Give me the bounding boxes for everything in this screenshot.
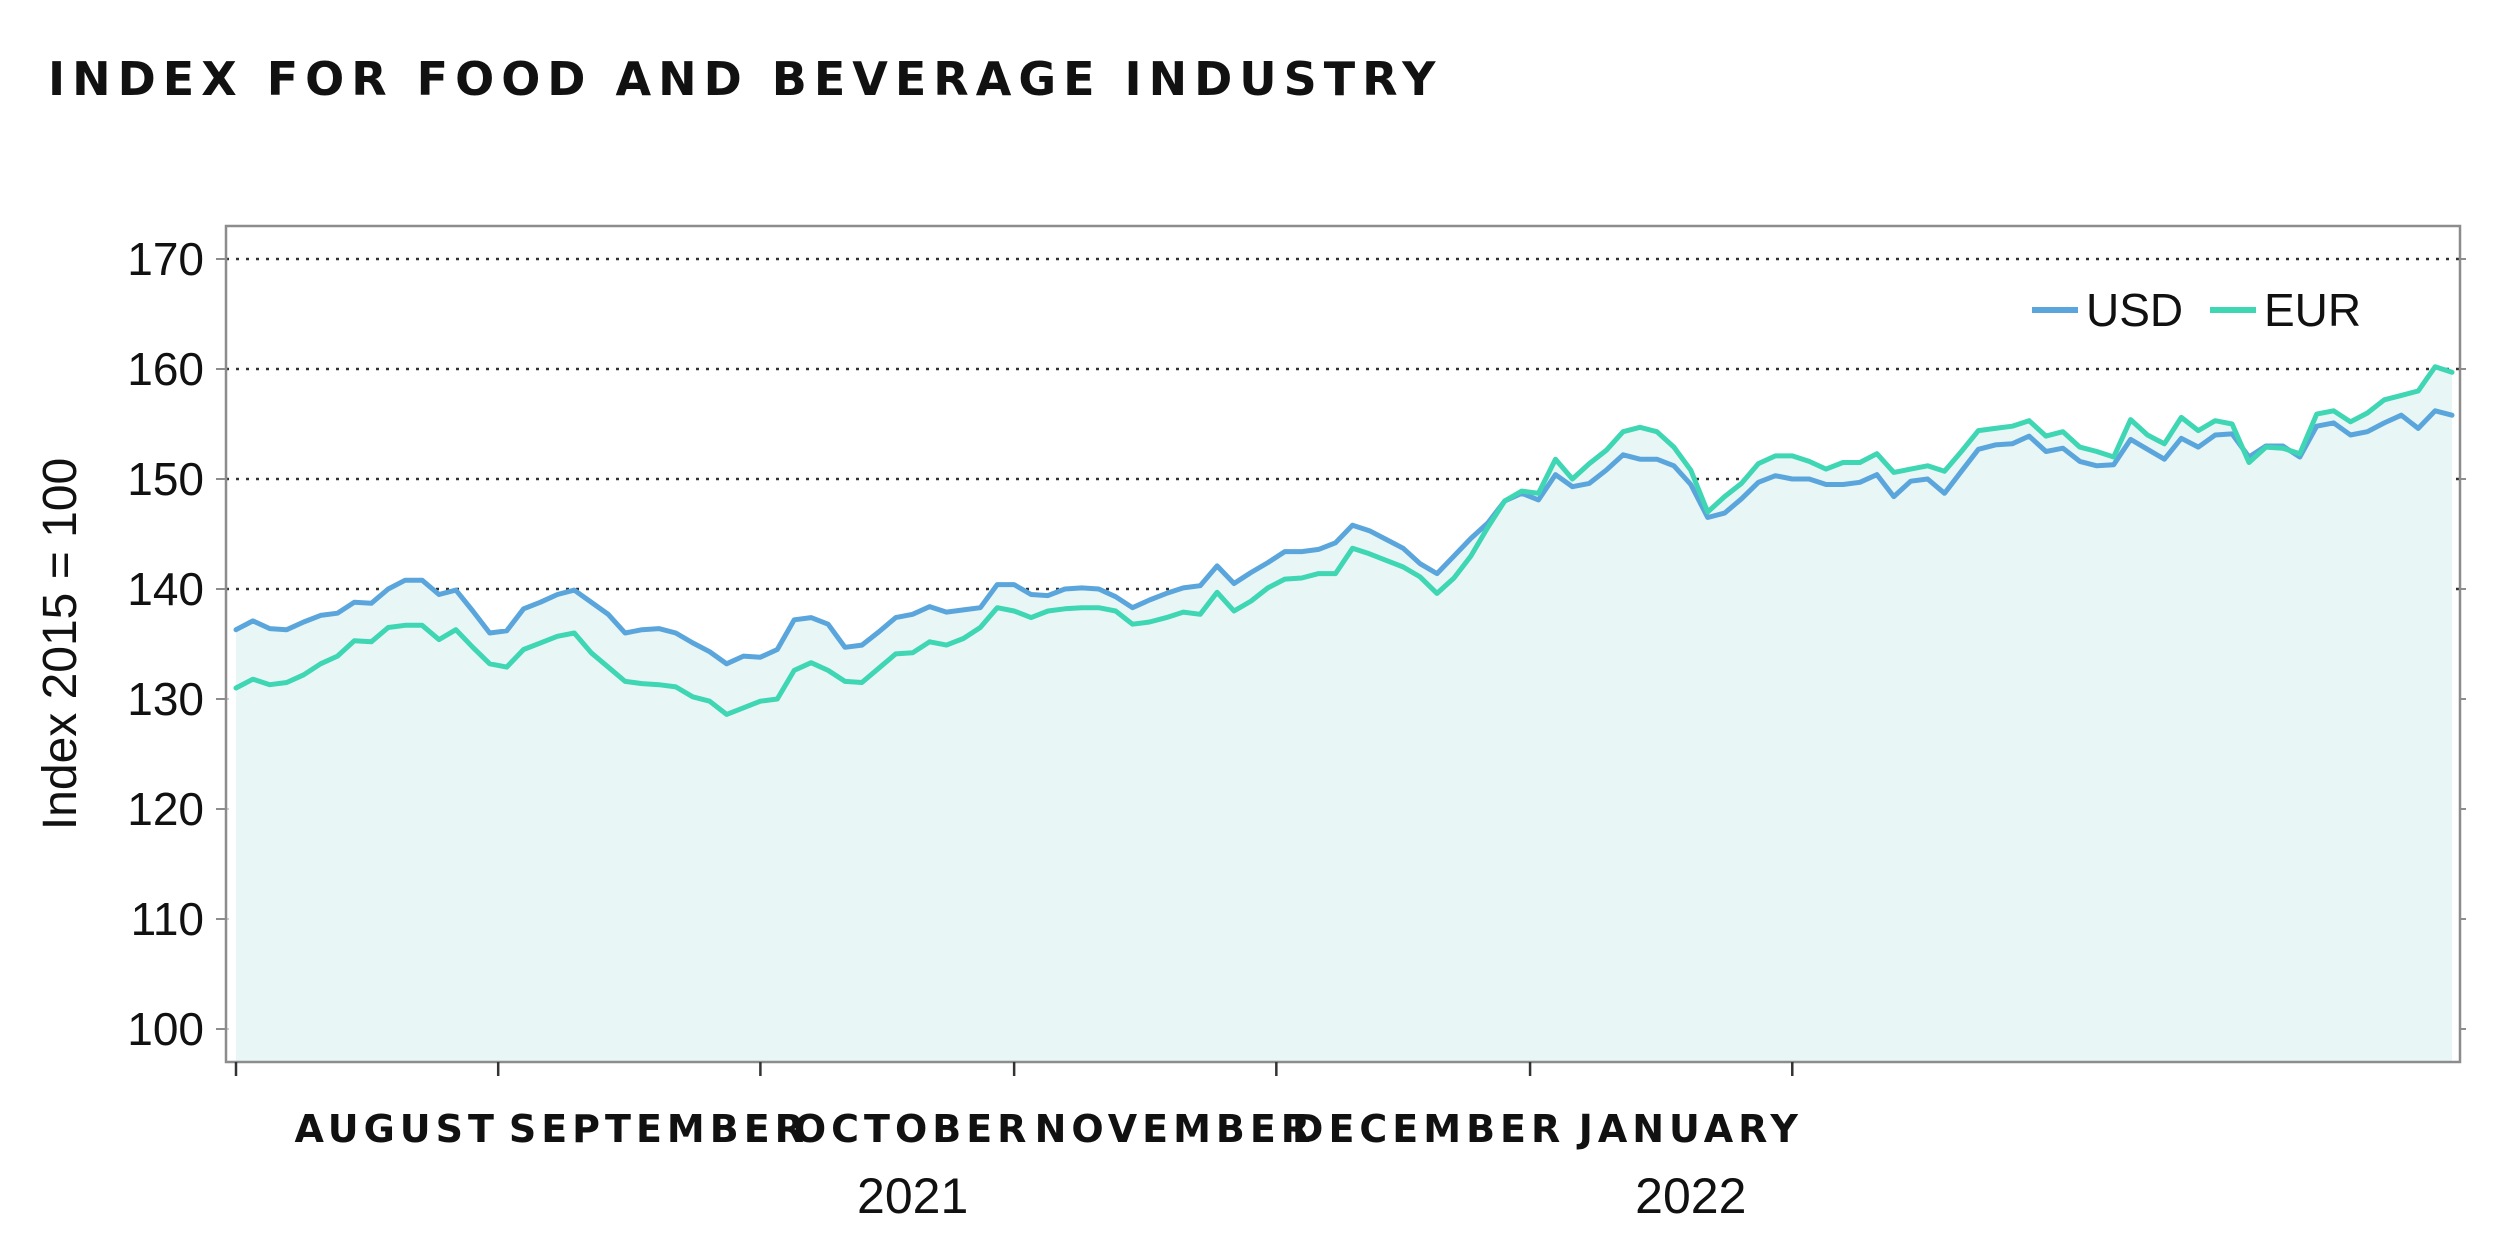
y-tick-label-110: 110 bbox=[131, 893, 204, 945]
legend-label-usd: USD bbox=[2086, 284, 2183, 336]
year-label-2022: 2022 bbox=[1635, 1168, 1746, 1224]
month-label-september: SEPTEMBER bbox=[509, 1107, 809, 1151]
month-label-august: AUGUST bbox=[294, 1107, 498, 1151]
y-tick-label-160: 160 bbox=[127, 343, 204, 395]
series-line-eur bbox=[233, 364, 2455, 717]
month-label-january: JANUARY bbox=[1576, 1107, 1803, 1151]
plot-frame bbox=[224, 224, 2462, 1064]
area-fill bbox=[236, 366, 2452, 1062]
y-tick-label-170: 170 bbox=[127, 233, 204, 285]
month-label-december: DECEMBER bbox=[1292, 1107, 1565, 1151]
y-axis: 100 110 120 130 140 150 160 170 bbox=[127, 233, 2466, 1055]
month-label-november: NOVEMBER bbox=[1035, 1107, 1315, 1151]
y-tick-label-120: 120 bbox=[127, 783, 204, 835]
month-label-october: OCTOBER bbox=[794, 1107, 1032, 1151]
y-tick-label-100: 100 bbox=[127, 1003, 204, 1055]
legend-label-eur: EUR bbox=[2264, 284, 2361, 336]
y-tick-label-150: 150 bbox=[127, 453, 204, 505]
legend: USD EUR bbox=[2032, 284, 2361, 336]
chart-title: INDEX FOR FOOD AND BEVERAGE INDUSTRY bbox=[48, 52, 1443, 106]
y-tick-label-140: 140 bbox=[127, 563, 204, 615]
year-label-2021: 2021 bbox=[857, 1168, 968, 1224]
y-axis-label: Index 2015 = 100 bbox=[34, 458, 87, 830]
series-line-usd bbox=[233, 408, 2455, 667]
y-tick-label-130: 130 bbox=[127, 673, 204, 725]
series-lines bbox=[233, 364, 2455, 717]
